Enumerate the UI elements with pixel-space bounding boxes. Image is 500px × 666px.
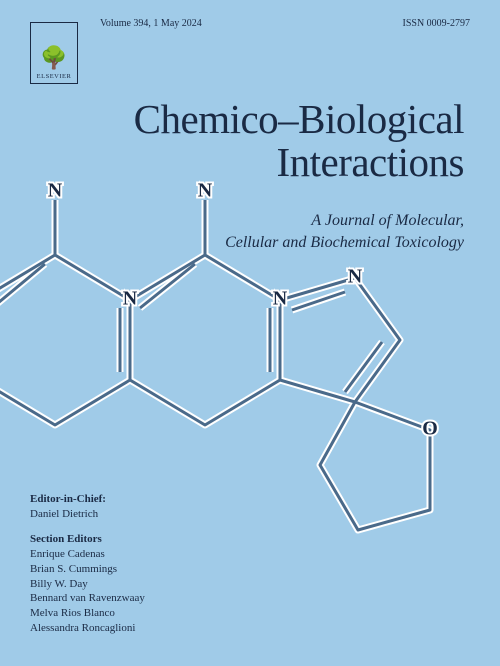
- subtitle-line-1: A Journal of Molecular,: [225, 210, 464, 232]
- svg-text:N: N: [48, 180, 63, 202]
- elsevier-tree-icon: 🌳: [40, 47, 68, 69]
- section-editor: Alessandra Roncaglioni: [30, 621, 145, 636]
- svg-text:N: N: [348, 266, 363, 288]
- editor-in-chief-name: Daniel Dietrich: [30, 507, 145, 522]
- section-editor: Enrique Cadenas: [30, 547, 145, 562]
- journal-title: Chemico–Biological Interactions: [134, 98, 464, 184]
- section-editor: Bennard van Ravenzwaay: [30, 591, 145, 606]
- svg-text:N: N: [123, 288, 138, 310]
- subtitle-line-2: Cellular and Biochemical Toxicology: [225, 232, 464, 254]
- svg-text:O: O: [422, 418, 438, 440]
- publisher-name: ELSEVIER: [37, 73, 72, 80]
- section-editor: Brian S. Cummings: [30, 562, 145, 577]
- title-line-1: Chemico–Biological: [134, 98, 464, 141]
- volume-date: Volume 394, 1 May 2024: [100, 18, 202, 29]
- journal-cover: N N N N N O Volume 394, 1 May 2024 ISSN …: [0, 0, 500, 666]
- svg-text:N: N: [273, 288, 288, 310]
- editor-in-chief-label: Editor-in-Chief:: [30, 492, 145, 507]
- section-editors-label: Section Editors: [30, 532, 145, 547]
- issn: ISSN 0009-2797: [402, 18, 470, 29]
- title-line-2: Interactions: [134, 141, 464, 184]
- section-editor: Billy W. Day: [30, 577, 145, 592]
- section-editor: Melva Rios Blanco: [30, 606, 145, 621]
- editors-block: Editor-in-Chief: Daniel Dietrich Section…: [30, 492, 145, 636]
- journal-subtitle: A Journal of Molecular, Cellular and Bio…: [225, 210, 464, 253]
- publisher-logo: 🌳 ELSEVIER: [30, 22, 78, 84]
